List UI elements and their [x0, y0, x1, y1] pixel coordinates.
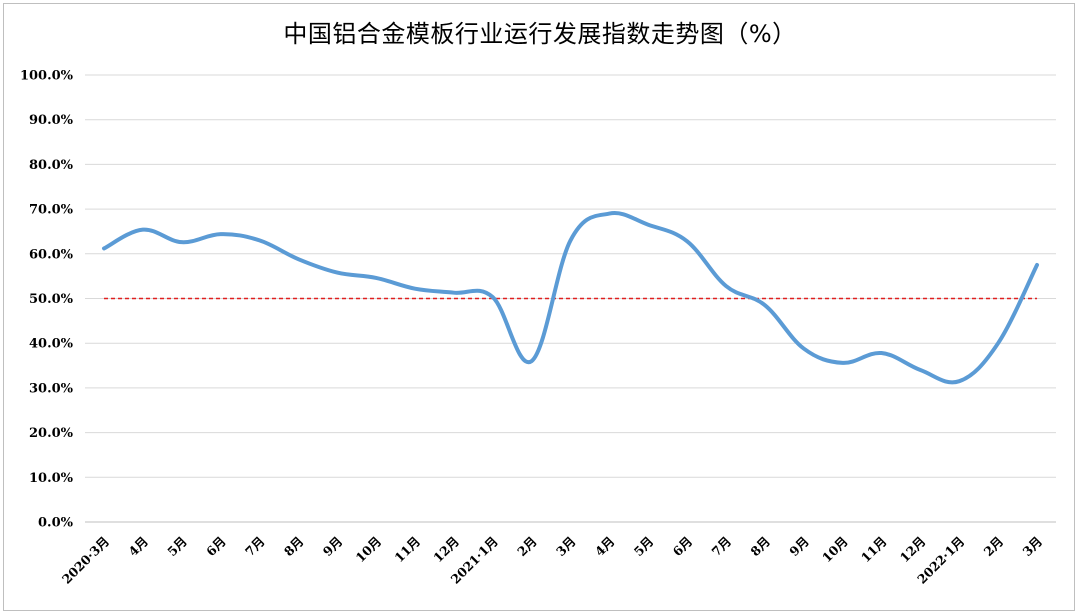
x-tick-label: 3月	[553, 534, 579, 560]
x-tick-label: 5月	[164, 534, 190, 560]
x-tick-label: 2月	[514, 534, 540, 560]
y-tick-label: 20.0%	[29, 426, 74, 441]
x-tick-label: 8月	[747, 534, 773, 560]
x-tick-label: 12月	[897, 534, 929, 566]
y-tick-label: 30.0%	[29, 381, 74, 396]
y-tick-label: 40.0%	[29, 337, 74, 352]
x-tick-label: 12月	[430, 534, 462, 566]
x-tick-label: 10月	[819, 534, 851, 566]
y-tick-label: 100.0%	[20, 69, 74, 84]
x-tick-label: 7月	[709, 534, 735, 560]
chart-title: 中国铝合金模板行业运行发展指数走势图（%）	[283, 20, 797, 48]
x-tick-label: 7月	[242, 534, 268, 560]
series-line	[102, 211, 1039, 385]
x-tick-label: 5月	[631, 534, 657, 560]
x-tick-label: 2020·3月	[59, 534, 112, 587]
x-tick-label: 9月	[786, 534, 812, 560]
y-tick-label: 0.0%	[38, 516, 74, 531]
x-tick-label: 4月	[125, 534, 151, 560]
series-group	[102, 211, 1039, 385]
x-tick-label: 2月	[981, 534, 1007, 560]
x-tick-label: 8月	[281, 534, 307, 560]
y-tick-label: 70.0%	[29, 203, 74, 218]
x-tick-label: 9月	[320, 534, 346, 560]
x-tick-label: 6月	[203, 534, 229, 560]
gridlines	[85, 74, 1056, 478]
y-tick-label: 60.0%	[29, 247, 74, 262]
x-tick-label: 4月	[592, 534, 618, 560]
x-tick-label: 11月	[858, 534, 890, 566]
y-tick-label: 50.0%	[29, 292, 74, 307]
x-tick-label: 3月	[1020, 534, 1046, 560]
x-tick-label: 11月	[391, 534, 423, 566]
y-axis-ticks: 0.0% 10.0% 20.0% 30.0% 40.0% 50.0% 60.0% 70.0% 8…	[20, 69, 74, 531]
x-tick-label: 10月	[352, 534, 384, 566]
x-axis	[85, 521, 1056, 523]
x-tick-label: 6月	[670, 534, 696, 560]
y-tick-label: 10.0%	[29, 471, 74, 486]
y-tick-label: 80.0%	[29, 158, 74, 173]
chart-frame	[3, 3, 1075, 611]
y-tick-label: 90.0%	[29, 113, 74, 128]
